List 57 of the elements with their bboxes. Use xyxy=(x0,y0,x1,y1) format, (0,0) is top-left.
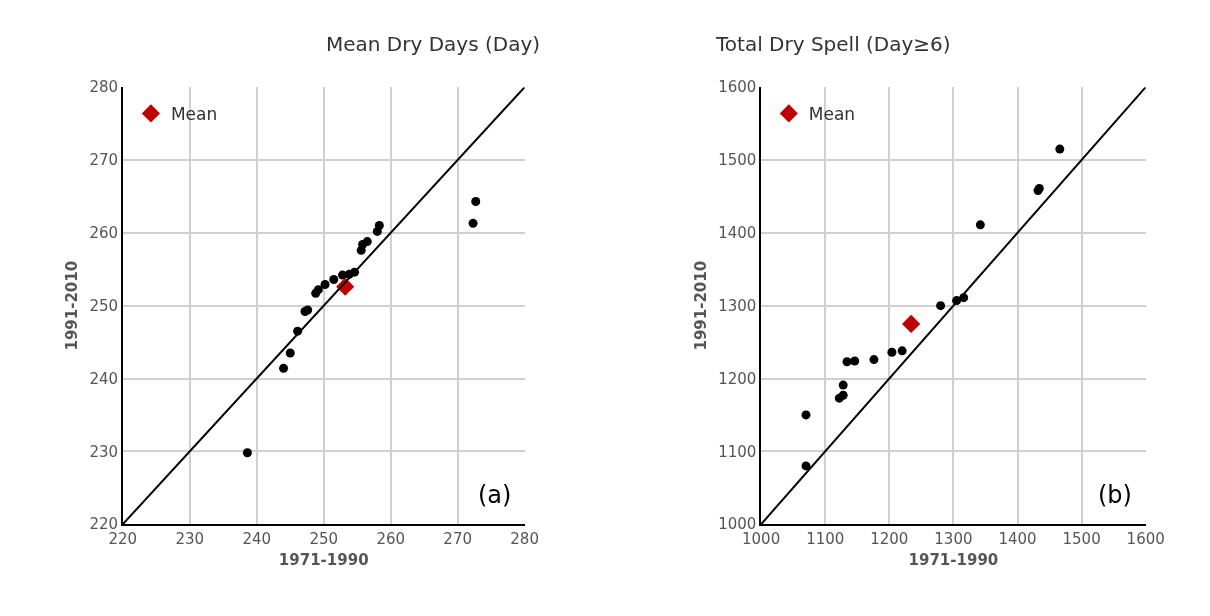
point xyxy=(897,346,907,356)
x-tick-label: 240 xyxy=(242,529,272,548)
point xyxy=(838,390,848,400)
point xyxy=(838,380,848,390)
point xyxy=(468,218,478,228)
x-axis-title: 1971-1990 xyxy=(908,551,999,570)
legend-label: Mean xyxy=(808,104,856,125)
y-tick-label: 260 xyxy=(89,224,119,243)
y-tick-label: 280 xyxy=(89,78,119,97)
y-tick-label: 240 xyxy=(89,369,119,388)
point xyxy=(850,356,860,366)
y-tick-label: 1600 xyxy=(718,78,757,97)
x-tick-label: 260 xyxy=(376,529,406,548)
chart-title: Total Dry Spell (Day≥6) xyxy=(715,32,951,56)
x-tick-label: 1100 xyxy=(806,529,845,548)
point xyxy=(869,355,879,365)
point xyxy=(801,461,811,471)
point xyxy=(329,274,339,284)
y-tick-label: 1300 xyxy=(718,296,757,315)
point xyxy=(279,363,289,373)
y-tick-label: 1500 xyxy=(718,151,757,170)
x-tick-label: 250 xyxy=(309,529,339,548)
point xyxy=(320,280,330,290)
y-tick-label: 1200 xyxy=(718,369,757,388)
annotation: (a) xyxy=(478,481,512,509)
point xyxy=(285,348,295,358)
x-tick-label: 1200 xyxy=(870,529,909,548)
x-tick-label: 1600 xyxy=(1126,529,1165,548)
y-axis-title: 1991-2010 xyxy=(691,260,710,351)
point xyxy=(242,448,252,458)
y-axis-title: 1991-2010 xyxy=(63,260,82,351)
point xyxy=(936,301,946,311)
point xyxy=(887,347,897,357)
x-tick-label: 1000 xyxy=(742,529,781,548)
y-tick-label: 230 xyxy=(89,442,119,461)
chart-title: Mean Dry Days (Day) xyxy=(326,32,541,56)
annotation: (b) xyxy=(1098,481,1132,509)
y-tick-label: 1400 xyxy=(718,224,757,243)
x-tick-label: 230 xyxy=(175,529,205,548)
point xyxy=(801,410,811,420)
y-tick-label: 250 xyxy=(89,296,119,315)
x-axis-title: 1971-1990 xyxy=(278,551,369,570)
x-tick-label: 1500 xyxy=(1062,529,1101,548)
point xyxy=(975,220,985,230)
y-tick-label: 1100 xyxy=(718,442,757,461)
x-tick-label: 220 xyxy=(108,529,138,548)
point xyxy=(374,221,384,231)
x-tick-label: 1300 xyxy=(934,529,973,548)
point xyxy=(471,197,481,207)
x-tick-label: 280 xyxy=(510,529,539,548)
point xyxy=(902,314,921,333)
x-tick-label: 1400 xyxy=(998,529,1037,548)
legend-label: Mean xyxy=(170,104,218,125)
point xyxy=(362,237,372,247)
y-tick-label: 270 xyxy=(89,151,119,170)
x-tick-label: 270 xyxy=(443,529,472,548)
point xyxy=(1055,144,1065,154)
